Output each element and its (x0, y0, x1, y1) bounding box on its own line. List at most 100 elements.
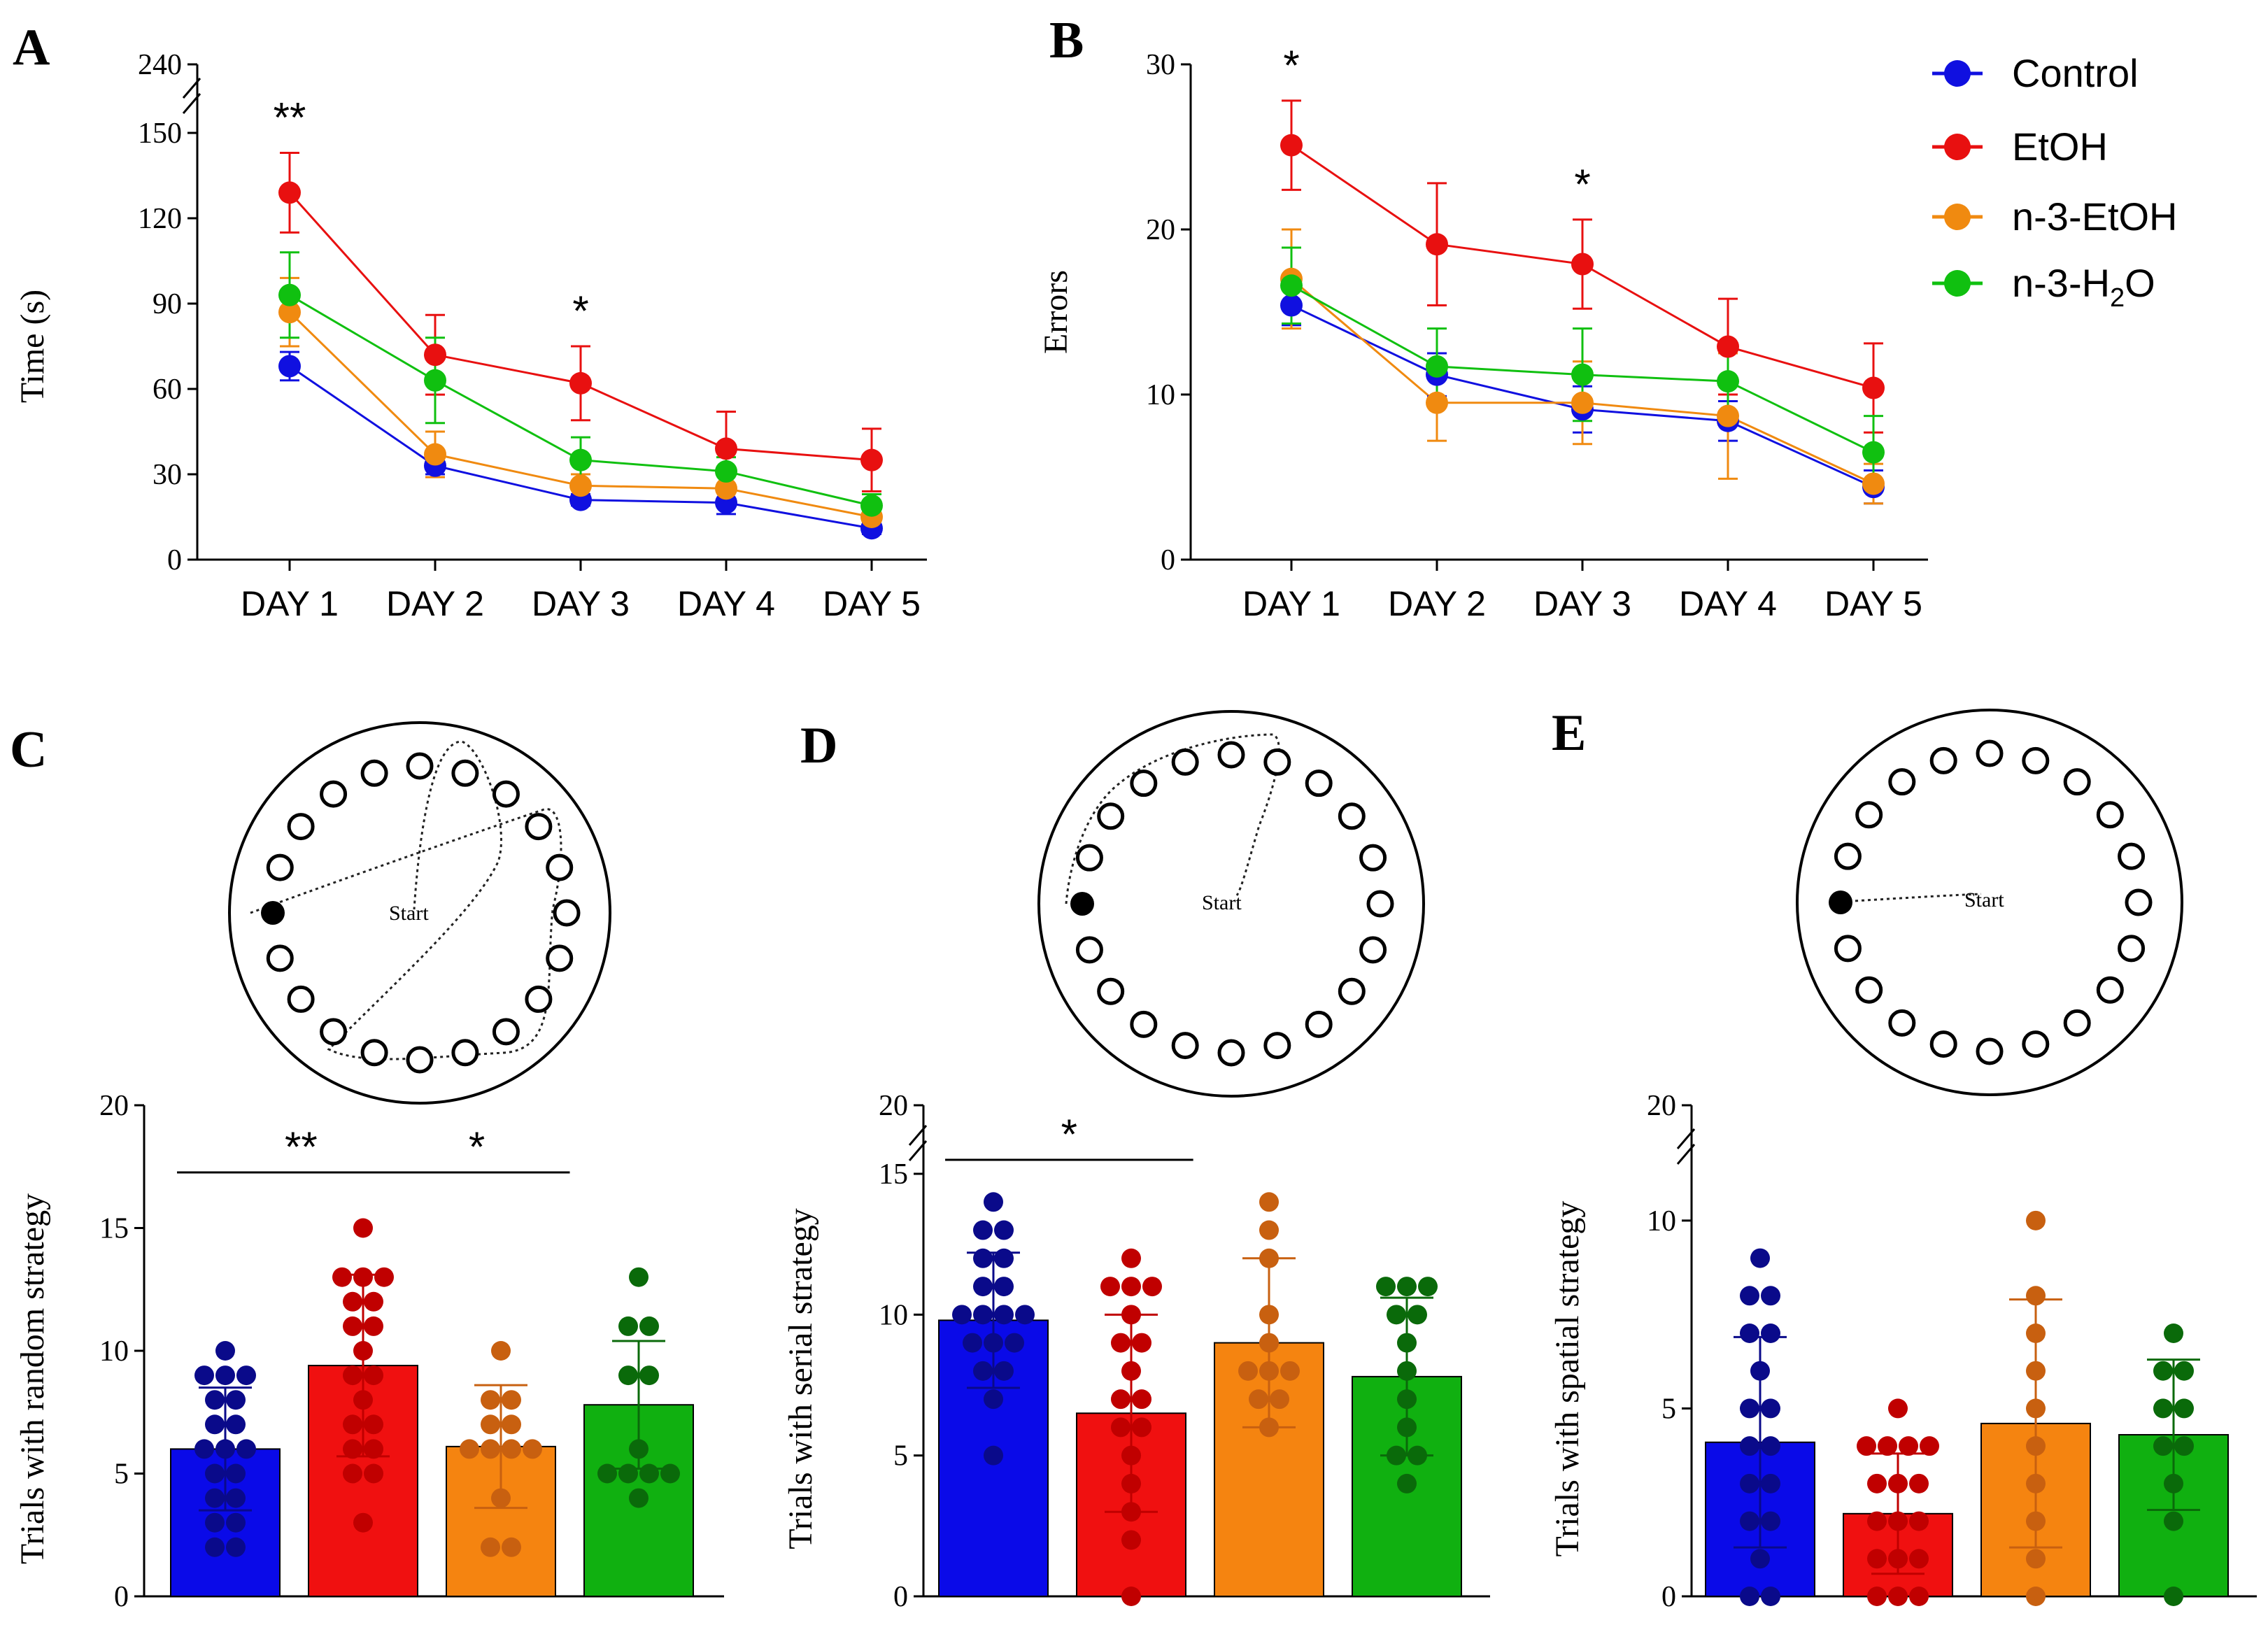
maze-hole (1888, 768, 1916, 796)
maze-hole (525, 985, 553, 1013)
data-point-n-3-h2o (1397, 1417, 1417, 1438)
data-point-n-3-etoh (569, 474, 592, 497)
data-point-n-3-h2o (2164, 1587, 2183, 1606)
data-point-etoh (343, 1365, 362, 1386)
data-point-n-3-etoh (1238, 1361, 1258, 1381)
data-point-control (226, 1414, 246, 1435)
maze-hole (2118, 842, 2146, 870)
data-point-control (1015, 1305, 1035, 1325)
data-point-n-3-etoh (1259, 1333, 1279, 1353)
data-point-control (963, 1333, 982, 1353)
data-point-n-3-etoh (2026, 1398, 2046, 1419)
data-point-control (984, 1333, 1003, 1353)
data-point-n-3-h2o (715, 460, 737, 483)
maze-hole (2125, 888, 2153, 916)
maze-hole (1217, 741, 1245, 769)
legend-label-n3-etoh: n-3-EtOH (2012, 194, 2178, 239)
data-point-etoh (1121, 1248, 1141, 1268)
data-point-control (226, 1537, 246, 1557)
y-tick-label: 0 (1661, 1581, 1676, 1613)
data-point-control (1740, 1398, 1759, 1419)
data-point-control (1761, 1473, 1780, 1493)
significance-marker: ** (285, 1123, 318, 1170)
x-tick-label: DAY 2 (386, 584, 484, 623)
maze-hole (1855, 976, 1883, 1004)
data-point-control (226, 1463, 246, 1484)
data-point-control (1761, 1587, 1780, 1606)
maze-hole (1366, 890, 1394, 918)
maze-start-label-random: Start (389, 902, 429, 925)
data-point-control (205, 1390, 225, 1410)
y-tick-label: 150 (138, 118, 182, 150)
data-point-n-3-etoh (1426, 391, 1448, 414)
data-point-control (1761, 1398, 1780, 1419)
data-point-etoh (353, 1341, 373, 1361)
data-point-n-3-etoh (2026, 1361, 2046, 1381)
data-point-etoh (1142, 1277, 1162, 1297)
x-tick-label: DAY 1 (241, 584, 339, 623)
data-point-n-3-h2o (569, 448, 592, 471)
x-tick-label: DAY 5 (1824, 584, 1922, 623)
data-point-control (194, 1365, 214, 1386)
data-point-etoh (1111, 1417, 1131, 1438)
data-point-control (1740, 1436, 1759, 1456)
data-point-etoh (1867, 1473, 1887, 1493)
y-tick-label: 20 (99, 1090, 129, 1122)
data-point-n-3-etoh (502, 1537, 521, 1557)
y-axis-title: Trials with spatial strategy (1549, 1201, 1586, 1557)
data-point-n-3-h2o (1408, 1305, 1427, 1325)
data-point-n-3-h2o (639, 1463, 659, 1484)
data-point-control (1740, 1587, 1759, 1606)
data-point-n-3-etoh (1862, 472, 1885, 495)
maze-hole (2118, 935, 2146, 963)
data-point-etoh (353, 1218, 373, 1238)
data-point-control (205, 1488, 225, 1508)
data-point-n-3-etoh (1717, 404, 1739, 427)
chart-e-spatial-strategy: 0 5 10 20 Trials with spatial strategy (1549, 1090, 2257, 1613)
y-tick-label: 10 (99, 1335, 129, 1368)
y-tick-label: 0 (1161, 544, 1175, 576)
legend: Control EtOH n-3-EtOH n-3-H2O (1932, 51, 2178, 313)
data-point-n-3-h2o (629, 1488, 648, 1508)
data-point-n-3-etoh (424, 443, 446, 466)
maze-hole (492, 1018, 520, 1046)
data-point-etoh (1717, 335, 1739, 358)
y-tick-label: 0 (167, 544, 182, 576)
data-point-n-3-etoh (2026, 1324, 2046, 1343)
data-point-n-3-etoh (2026, 1210, 2046, 1230)
y-tick-label: 30 (153, 459, 182, 491)
data-point-etoh (1121, 1473, 1141, 1493)
data-point-n-3-etoh (1259, 1248, 1279, 1268)
data-point-control (1761, 1286, 1780, 1306)
data-point-etoh (1121, 1361, 1141, 1381)
legend-item-n3-h2o: n-3-H2O (1932, 261, 2155, 313)
y-axis-title: Time (s) (14, 290, 51, 403)
y-tick-label: 60 (153, 374, 182, 406)
data-point-control (1740, 1286, 1759, 1306)
maze-outline (1037, 710, 1425, 1098)
maze-hole (1834, 935, 1862, 963)
data-point-control (1750, 1549, 1770, 1569)
data-point-etoh (353, 1390, 373, 1410)
data-point-n-3-etoh (1571, 391, 1594, 414)
data-point-control (1280, 294, 1303, 317)
maze-hole (1130, 769, 1158, 797)
data-point-n-3-etoh (481, 1439, 500, 1459)
data-point-n-3-h2o (639, 1316, 659, 1336)
axis-break-mark (182, 93, 201, 114)
data-point-n-3-etoh (1259, 1361, 1279, 1381)
data-point-n-3-h2o (2174, 1361, 2194, 1381)
x-tick-label: DAY 2 (1388, 584, 1486, 623)
data-point-control (994, 1248, 1014, 1268)
data-point-control (973, 1277, 993, 1297)
x-tick-label: DAY 4 (677, 584, 775, 623)
data-point-etoh (1121, 1305, 1141, 1325)
y-tick-label: 5 (893, 1440, 908, 1473)
significance-marker: * (469, 1123, 485, 1170)
maze-hole (1305, 1010, 1333, 1038)
data-point-n-3-etoh (1259, 1417, 1279, 1438)
maze-hole (1359, 844, 1387, 872)
data-point-etoh (1909, 1549, 1929, 1569)
data-point-n-3-etoh (2026, 1473, 2046, 1493)
data-point-etoh (343, 1291, 362, 1312)
